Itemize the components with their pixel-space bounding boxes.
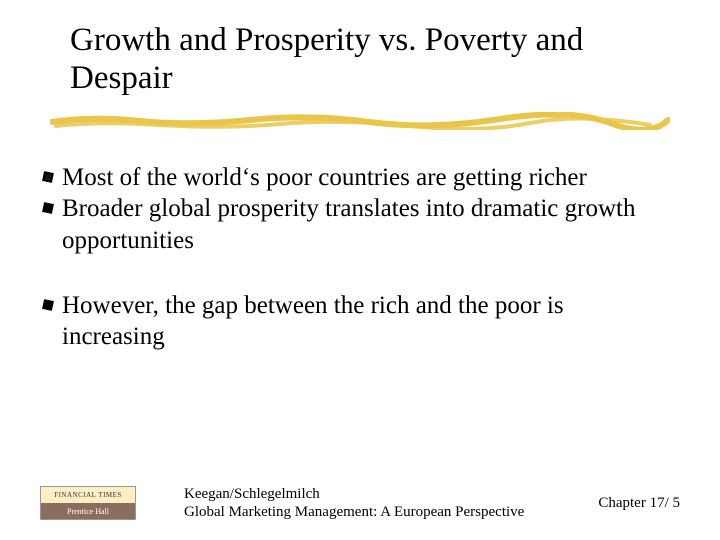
slide: Growth and Prosperity vs. Poverty and De… (0, 0, 720, 540)
bullet-icon (40, 200, 56, 216)
logo-bottom-text: Prentice Hall (41, 503, 135, 519)
footer-author: Keegan/Schlegelmilch (184, 485, 578, 504)
title-underline (50, 112, 670, 130)
bullet-icon (40, 169, 56, 185)
slide-footer: FINANCIAL TIMES Prentice Hall Keegan/Sch… (40, 485, 680, 523)
footer-chapter: Chapter 17/ 5 (578, 495, 680, 512)
bullet-item: However, the gap between the rich and th… (40, 290, 670, 353)
footer-book: Global Marketing Management: A European … (184, 503, 578, 522)
slide-title: Growth and Prosperity vs. Poverty and De… (0, 22, 720, 98)
logo-top-text: FINANCIAL TIMES (41, 487, 135, 503)
bullet-group: However, the gap between the rich and th… (40, 290, 670, 353)
bullet-text: Broader global prosperity translates int… (62, 193, 670, 256)
bullet-icon (40, 297, 56, 313)
footer-citation: Keegan/Schlegelmilch Global Marketing Ma… (136, 485, 578, 523)
bullet-group: Most of the world‘s poor countries are g… (40, 162, 670, 256)
bullet-item: Most of the world‘s poor countries are g… (40, 162, 670, 193)
bullet-list: Most of the world‘s poor countries are g… (40, 162, 670, 386)
publisher-logo: FINANCIAL TIMES Prentice Hall (40, 486, 136, 520)
bullet-item: Broader global prosperity translates int… (40, 193, 670, 256)
bullet-text: However, the gap between the rich and th… (62, 290, 670, 353)
bullet-text: Most of the world‘s poor countries are g… (62, 162, 587, 193)
